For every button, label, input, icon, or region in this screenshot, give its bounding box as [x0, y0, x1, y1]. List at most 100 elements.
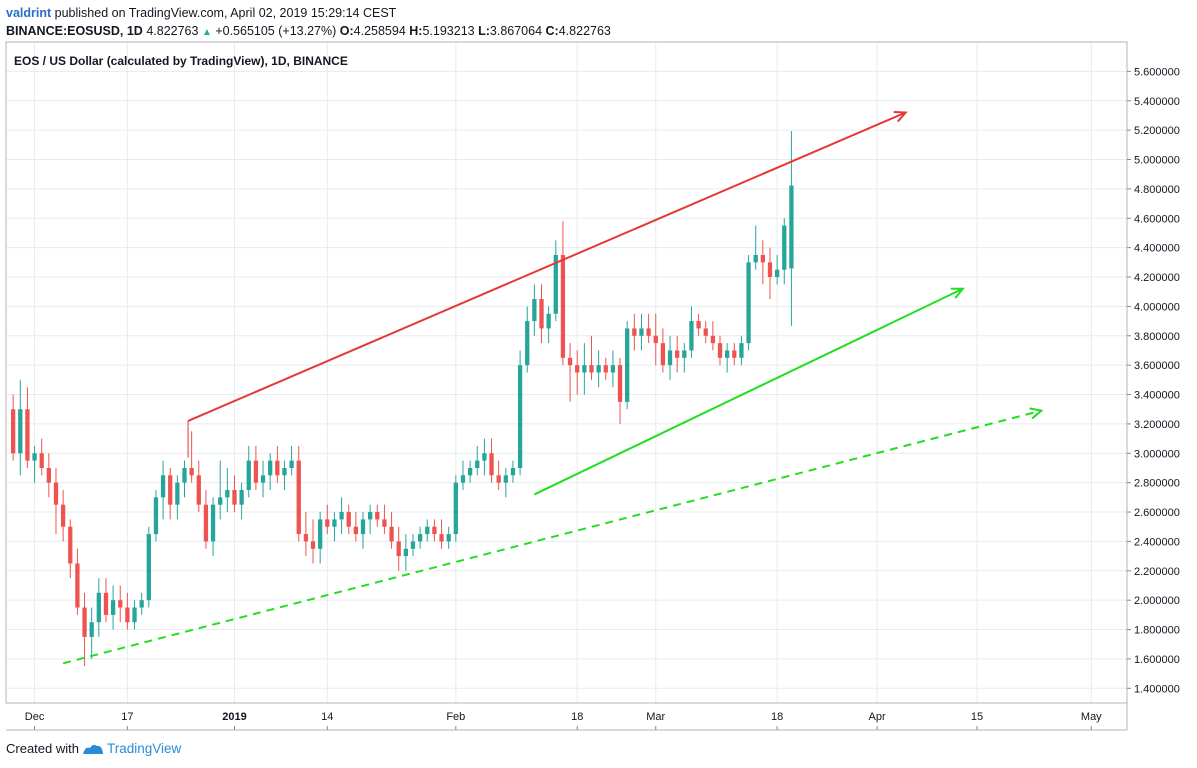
candle-body: [275, 460, 280, 476]
candle-body: [560, 254, 566, 358]
publish-line: valdrint published on TradingView.com, A…: [6, 4, 611, 22]
candle-body: [10, 409, 16, 454]
y-tick-label: 4.600000: [1134, 213, 1180, 225]
candle-body: [725, 350, 730, 358]
candle-body: [525, 321, 530, 366]
candle-body: [18, 409, 23, 454]
candle-body: [289, 460, 294, 468]
candle-body: [146, 534, 151, 601]
candle-body: [617, 365, 623, 402]
candle-body: [660, 343, 666, 366]
candle-body: [710, 335, 716, 344]
candle-body: [132, 607, 137, 623]
candle-body: [503, 475, 508, 483]
candle-body: [489, 453, 494, 476]
candle-body: [539, 299, 544, 329]
candle-body: [596, 365, 601, 373]
x-tick-label: 18: [571, 711, 583, 723]
candle-body: [496, 475, 501, 483]
candle-body: [210, 504, 216, 542]
candle-body: [246, 460, 251, 491]
x-tick-label: 17: [121, 711, 133, 723]
candle-body: [239, 490, 244, 505]
y-tick-label: 3.800000: [1134, 331, 1180, 343]
low-label: L:: [478, 24, 490, 38]
candle-body: [553, 254, 558, 314]
candle-body: [510, 467, 516, 476]
open-value: 4.258594: [353, 24, 406, 38]
tradingview-logo-icon: [82, 744, 103, 754]
x-tick-label: Dec: [25, 711, 45, 723]
y-tick-label: 2.800000: [1134, 478, 1180, 490]
candle-body: [375, 512, 380, 520]
candle-body: [460, 475, 466, 483]
y-tick-label: 3.000000: [1134, 448, 1180, 460]
candle-body: [46, 467, 51, 483]
candle-body: [746, 262, 751, 344]
candle-body: [346, 512, 351, 527]
candle-body: [475, 460, 480, 468]
candle-body: [110, 600, 116, 615]
candle-body: [425, 526, 430, 535]
y-tick-label: 4.400000: [1134, 243, 1180, 255]
candle-body: [432, 526, 437, 535]
candle-body: [168, 475, 173, 505]
candle-body: [439, 534, 444, 542]
candle-body: [39, 453, 44, 468]
candle-body: [589, 365, 594, 373]
candle-body: [282, 467, 287, 476]
y-tick-label: 5.000000: [1134, 155, 1180, 167]
candle-body: [417, 534, 423, 542]
candle-body: [189, 467, 194, 476]
candle-body: [753, 254, 758, 263]
y-tick-label: 4.000000: [1134, 301, 1180, 313]
candle-body: [732, 350, 737, 358]
time-axis[interactable]: Dec 17 2019 14 Feb 18 Mar 18 Apr 15 May: [25, 711, 1102, 730]
y-tick-label: 4.800000: [1134, 184, 1180, 196]
candle-body: [96, 592, 101, 623]
candle-body: [482, 453, 487, 461]
candle-body: [675, 350, 680, 358]
candle-body: [325, 519, 330, 527]
candle-body: [410, 541, 416, 549]
chart-header: valdrint published on TradingView.com, A…: [6, 4, 611, 42]
candle-body: [567, 357, 573, 366]
candle-body: [53, 482, 59, 505]
candle-body: [603, 365, 608, 373]
publish-info: published on TradingView.com, April 02, …: [54, 6, 397, 20]
y-tick-label: 3.400000: [1134, 390, 1180, 402]
price-axis[interactable]: 5.600000 5.400000 5.200000 5.000000 4.800000…: [1127, 66, 1180, 695]
support-dashed-arrowhead: [1029, 407, 1044, 420]
candle-body: [153, 497, 159, 535]
candle-body: [218, 497, 223, 505]
plot-border: [5, 41, 1128, 704]
candle-body: [182, 467, 187, 483]
candle-body: [546, 313, 551, 329]
candle-body: [296, 460, 301, 535]
support-line: [533, 287, 964, 496]
author-link[interactable]: valdrint: [6, 6, 52, 20]
candle-body: [682, 350, 687, 358]
chart-title: EOS / US Dollar (calculated by TradingVi…: [14, 54, 348, 68]
candle-body: [225, 490, 230, 498]
ohlc-line: BINANCE:EOSUSD, 1D 4.822763 ▲ +0.565105 …: [6, 22, 611, 42]
candle-body: [60, 504, 66, 527]
candle-body: [610, 365, 616, 373]
candle-body: [403, 548, 408, 557]
candle-body: [232, 490, 237, 505]
y-tick-label: 5.200000: [1134, 125, 1180, 137]
resistance-line: [187, 111, 907, 422]
open-label: O:: [339, 24, 354, 38]
candle-body: [175, 482, 180, 505]
candle-body: [689, 321, 694, 351]
candle-body: [360, 519, 366, 535]
tradingview-brand[interactable]: TradingView: [106, 741, 182, 756]
x-tick-label: 14: [321, 711, 333, 723]
candle-body: [517, 365, 523, 468]
x-tick-label: 18: [771, 711, 783, 723]
candle-body: [646, 328, 651, 336]
candle-body: [532, 299, 537, 322]
y-tick-label: 5.600000: [1134, 66, 1180, 78]
candle-body: [332, 519, 337, 527]
